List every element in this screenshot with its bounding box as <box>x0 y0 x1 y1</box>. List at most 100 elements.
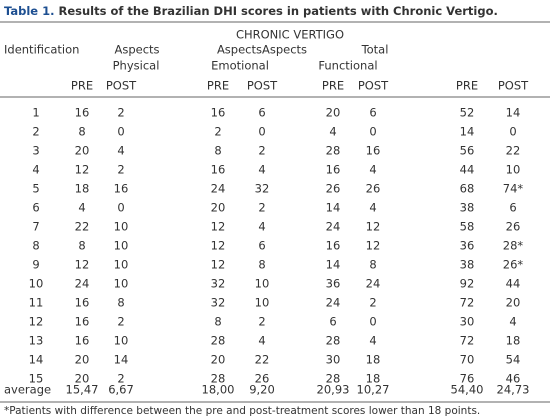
cell: 12 <box>211 220 226 234</box>
header: Physical <box>113 59 160 73</box>
cell: 10 <box>255 296 270 310</box>
cell: 16 <box>114 182 129 196</box>
cell: 4 <box>369 201 376 215</box>
cell: 28 <box>211 372 226 386</box>
cell: 44 <box>506 277 521 291</box>
subheader: PRE <box>71 79 93 93</box>
cell: 20 <box>75 372 90 386</box>
cell: 10 <box>255 277 270 291</box>
group-header: CHRONIC VERTIGO <box>236 28 344 42</box>
row-id: 3 <box>32 144 39 158</box>
cell: 2 <box>258 201 265 215</box>
cell: 4 <box>258 163 265 177</box>
footnote: *Patients with difference between the pr… <box>4 405 480 417</box>
cell: 32 <box>255 182 270 196</box>
average-cell: 18,00 <box>202 383 235 397</box>
cell: 0 <box>369 315 376 329</box>
title: Table 1. Results of the Brazilian DHI sc… <box>4 4 498 18</box>
cell: 16 <box>75 296 90 310</box>
row-id: 7 <box>32 220 39 234</box>
cell: 56 <box>460 144 475 158</box>
subheader: POST <box>247 79 278 93</box>
cell: 4 <box>78 201 85 215</box>
cell: 28 <box>326 372 341 386</box>
row-id: 11 <box>29 296 44 310</box>
cell: 22 <box>75 220 90 234</box>
cell: 10 <box>114 258 129 272</box>
cell: 10 <box>114 220 129 234</box>
cell: 14 <box>506 106 521 120</box>
average-label: average <box>4 383 51 397</box>
average-cell: 9,20 <box>249 383 275 397</box>
subheader: PRE <box>456 79 478 93</box>
cell: 26 <box>255 372 270 386</box>
cell: 0 <box>509 125 516 139</box>
subheader: POST <box>358 79 389 93</box>
cell: 28 <box>211 334 226 348</box>
cell: 6 <box>329 315 336 329</box>
cell: 24 <box>75 277 90 291</box>
cell: 44 <box>460 163 475 177</box>
average-cell: 54,40 <box>451 383 484 397</box>
average-cell: 6,67 <box>108 383 134 397</box>
cell: 2 <box>117 163 124 177</box>
cell: 12 <box>75 258 90 272</box>
cell: 18 <box>75 182 90 196</box>
cell: 16 <box>326 239 341 253</box>
row-id: 8 <box>32 239 39 253</box>
cell: 58 <box>460 220 475 234</box>
cell: 10 <box>114 239 129 253</box>
subheader: PRE <box>322 79 344 93</box>
subheader: POST <box>498 79 529 93</box>
title-label: Table 1. <box>4 4 54 18</box>
header: Identification <box>4 43 79 57</box>
cell: 16 <box>326 163 341 177</box>
cell: 0 <box>117 201 124 215</box>
cell: 6 <box>258 106 265 120</box>
subheader: POST <box>106 79 137 93</box>
cell: 12 <box>211 239 226 253</box>
header: AspectsAspects <box>217 43 307 57</box>
cell: 0 <box>369 125 376 139</box>
row-id: 13 <box>29 334 44 348</box>
cell: 8 <box>369 258 376 272</box>
header: Functional <box>318 59 377 73</box>
cell: 28 <box>326 334 341 348</box>
cell: 4 <box>117 144 124 158</box>
average-cell: 15,47 <box>66 383 99 397</box>
cell: 30 <box>460 315 475 329</box>
cell: 16 <box>211 106 226 120</box>
cell: 26 <box>326 182 341 196</box>
cell: 8 <box>78 239 85 253</box>
row-id: 6 <box>32 201 39 215</box>
cell: 14 <box>460 125 475 139</box>
cell: 4 <box>369 334 376 348</box>
row-id: 14 <box>29 353 44 367</box>
cell: 20 <box>75 144 90 158</box>
cell: 20 <box>506 296 521 310</box>
cell: 36 <box>460 239 475 253</box>
cell: 18 <box>366 372 381 386</box>
cell: 16 <box>75 106 90 120</box>
row-id: 10 <box>29 277 44 291</box>
cell: 22 <box>255 353 270 367</box>
cell: 38 <box>460 201 475 215</box>
cell: 36 <box>326 277 341 291</box>
cell: 6 <box>369 106 376 120</box>
cell: 6 <box>509 201 516 215</box>
cell: 70 <box>460 353 475 367</box>
header: Aspects <box>114 43 159 57</box>
cell: 10 <box>114 277 129 291</box>
cell: 6 <box>258 239 265 253</box>
row-id: 1 <box>32 106 39 120</box>
cell: 16 <box>75 315 90 329</box>
title-text: Results of the Brazilian DHI scores in p… <box>59 4 498 18</box>
cell: 16 <box>366 144 381 158</box>
average-cell: 20,93 <box>317 383 350 397</box>
subheader: PRE <box>207 79 229 93</box>
cell: 22 <box>506 144 521 158</box>
cell: 4 <box>258 334 265 348</box>
cell: 4 <box>369 163 376 177</box>
cell: 68 <box>460 182 475 196</box>
